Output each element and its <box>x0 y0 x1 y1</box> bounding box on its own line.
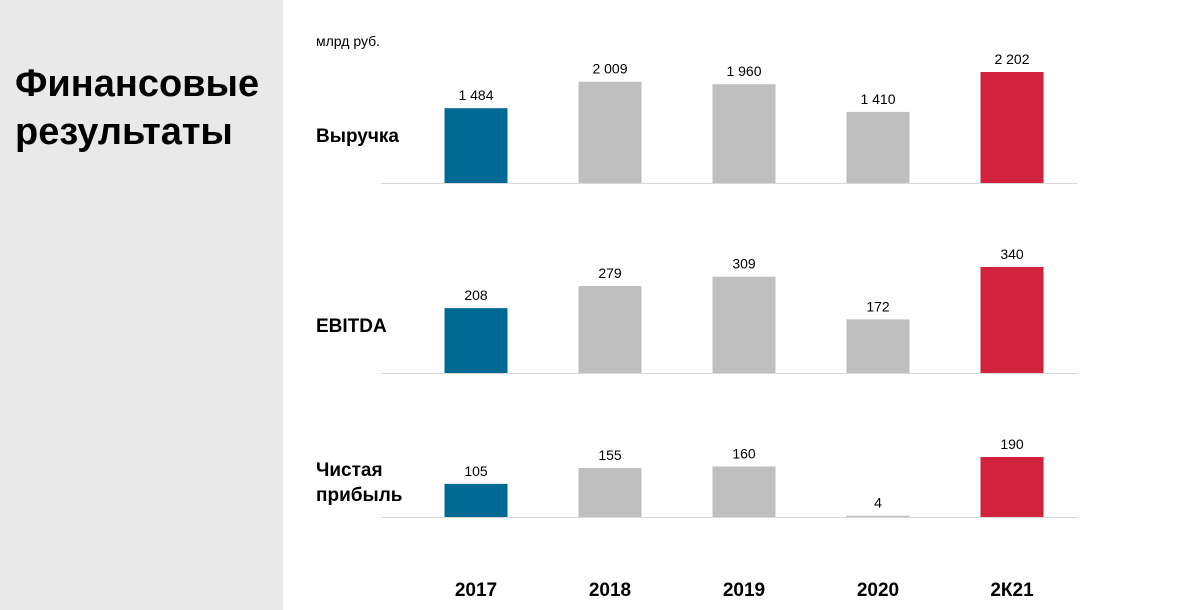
year-label-2020: 2020 <box>856 580 900 601</box>
year-label-2k21: 2К21 <box>990 580 1034 601</box>
left-panel: Финансовые результаты <box>0 0 283 610</box>
row-label-revenue: Выручка <box>316 126 399 147</box>
net-profit-value-label-2019: 160 <box>732 445 756 461</box>
year-label-2017: 2017 <box>454 580 498 601</box>
net-profit-value-label-2017: 105 <box>464 463 488 479</box>
net-profit-bar-2018 <box>578 468 642 517</box>
ebitda-bar-2020 <box>846 319 910 373</box>
page-title: Финансовые результаты <box>15 63 260 153</box>
net-profit-bar-2К21 <box>980 457 1044 517</box>
net-profit-value-label-2020: 4 <box>874 495 882 511</box>
row-label-ebitda: EBITDA <box>316 316 387 337</box>
row-label-net-profit: Чистая прибыль <box>316 460 403 506</box>
revenue-value-label-2020: 1 410 <box>860 91 895 107</box>
ebitda-bar-2019 <box>712 276 776 373</box>
revenue-value-label-2К21: 2 202 <box>994 51 1029 67</box>
revenue-bar-2019 <box>712 84 776 183</box>
ebitda-bar-2018 <box>578 286 642 373</box>
revenue-bar-2К21 <box>980 72 1044 183</box>
ebitda-value-label-2020: 172 <box>866 298 890 314</box>
net-profit-bar-2020 <box>846 515 910 517</box>
ebitda-value-label-2017: 208 <box>464 287 488 303</box>
net-profit-value-label-2К21: 190 <box>1000 436 1024 452</box>
revenue-value-label-2018: 2 009 <box>592 61 627 77</box>
ebitda-bar-2017 <box>444 308 508 373</box>
ebitda-bar-2К21 <box>980 267 1044 373</box>
ebitda-value-label-2К21: 340 <box>1000 246 1024 262</box>
revenue-bar-2017 <box>444 108 508 183</box>
revenue-value-label-2019: 1 960 <box>726 63 761 79</box>
year-label-2019: 2019 <box>722 580 766 601</box>
revenue-bar-2020 <box>846 111 910 183</box>
unit-label: млрд руб. <box>316 33 381 49</box>
revenue-value-label-2017: 1 484 <box>458 87 493 103</box>
ebitda-value-label-2018: 279 <box>598 265 622 281</box>
revenue-bar-2018 <box>578 81 642 183</box>
year-label-2018: 2018 <box>588 580 632 601</box>
net-profit-bar-2017 <box>444 483 508 517</box>
net-profit-value-label-2018: 155 <box>598 447 622 463</box>
net-profit-bar-2019 <box>712 466 776 517</box>
ebitda-value-label-2019: 309 <box>732 256 756 272</box>
